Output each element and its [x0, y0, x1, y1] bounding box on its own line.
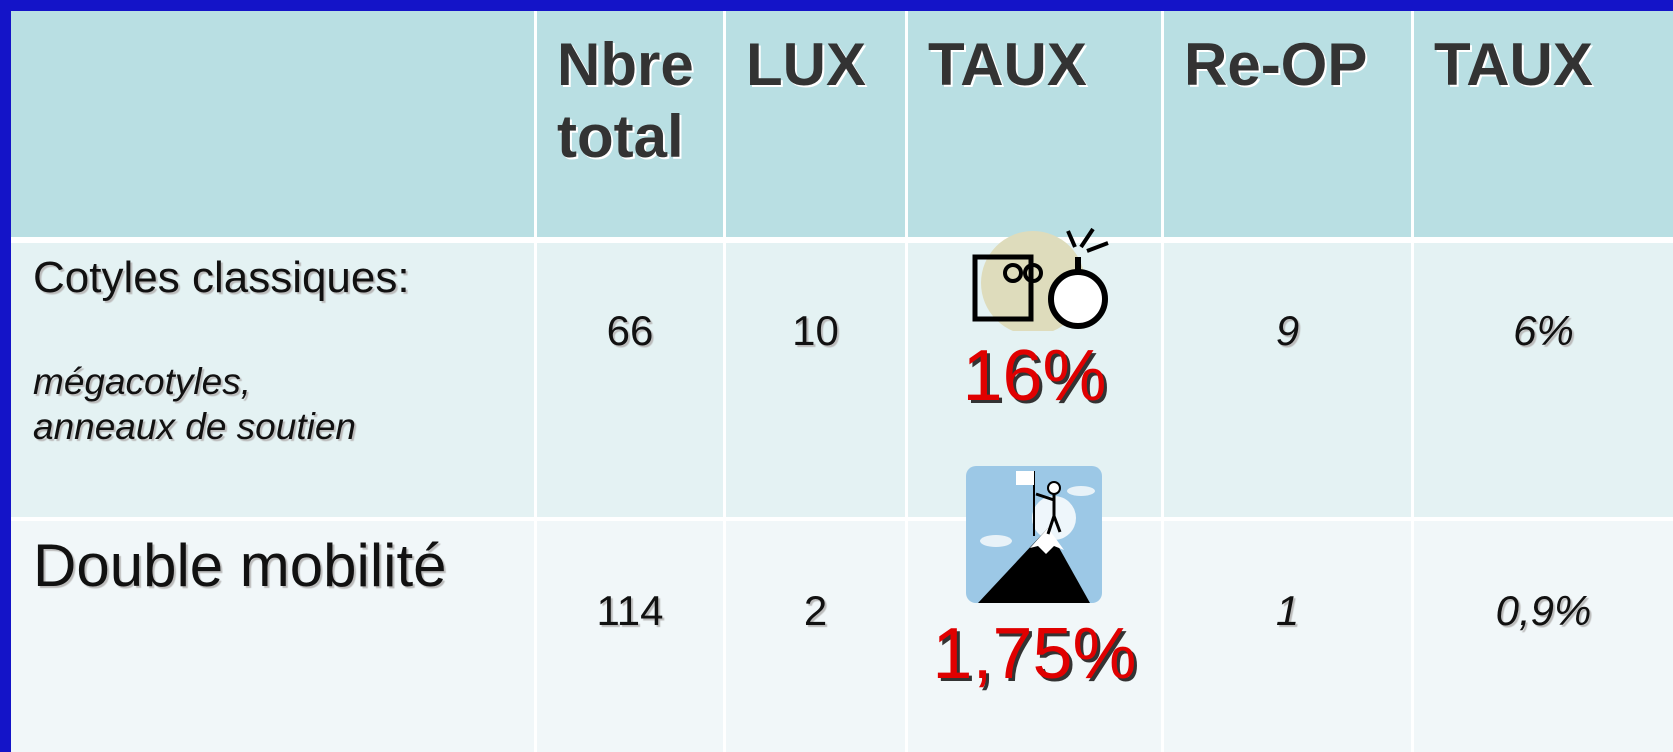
header-cell: LUX	[726, 11, 905, 237]
row-sublabel: anneaux de soutien	[33, 406, 356, 448]
frame-top	[0, 0, 1673, 11]
header-cell: TAUX	[908, 11, 1161, 237]
cell-value: 1	[1164, 587, 1411, 635]
header-text: Re-OP	[1184, 29, 1414, 101]
header-text: TAUX	[1434, 29, 1664, 101]
slide: Nbre total LUX TAUX Re-OP TAUX Cotyles c…	[0, 0, 1673, 752]
header-text: TAUX	[928, 29, 1158, 101]
row-label: Double mobilité	[33, 531, 447, 600]
cell-value: 2	[726, 587, 905, 635]
cell: 1	[1164, 521, 1411, 752]
row-label: Cotyles classiques:	[33, 253, 410, 303]
row-label-cell: Cotyles classiques: mégacotyles, anneaux…	[11, 243, 534, 517]
cell: 0,9%	[1414, 521, 1673, 752]
cell: 10	[726, 243, 905, 517]
row-sublabel: mégacotyles,	[33, 361, 251, 403]
cell: 114	[537, 521, 723, 752]
header-cell: Re-OP	[1164, 11, 1411, 237]
row-label-cell: Double mobilité	[11, 521, 534, 752]
cell-value: 114	[537, 587, 723, 635]
cell: 9	[1164, 243, 1411, 517]
cell-value: 6%	[1414, 307, 1673, 355]
cell: 66	[537, 243, 723, 517]
cell-value: 10	[726, 307, 905, 355]
cell: 6%	[1414, 243, 1673, 517]
highlight-rate: 16%	[908, 335, 1161, 417]
bomb-icon	[963, 221, 1123, 331]
header-corner	[11, 11, 534, 237]
header-cell: Nbre total	[537, 11, 723, 237]
highlight-rate: 1,75%	[908, 613, 1161, 695]
cell-value: 66	[537, 307, 723, 355]
cell-value: 9	[1164, 307, 1411, 355]
header-text: Nbre total	[557, 29, 717, 173]
cell: 2	[726, 521, 905, 752]
header-text: LUX	[746, 29, 906, 101]
frame-left	[0, 0, 11, 752]
header-cell: TAUX	[1414, 11, 1673, 237]
cell-value: 0,9%	[1414, 587, 1673, 635]
summit-icon	[966, 466, 1102, 603]
